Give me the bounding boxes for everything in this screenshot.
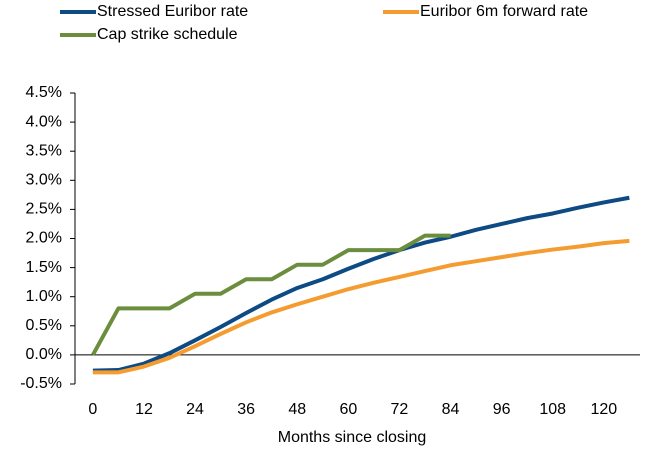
x-tick-label: 24 <box>186 401 204 418</box>
x-tick-label: 108 <box>539 401 566 418</box>
x-tick-label: 60 <box>339 401 357 418</box>
y-tick-label: 0.0% <box>26 346 62 363</box>
y-tick-label: 1.5% <box>26 259 62 276</box>
y-tick-label: 3.5% <box>26 142 62 159</box>
x-axis-title: Months since closing <box>278 429 427 446</box>
legend-label: Cap strike schedule <box>97 26 238 43</box>
x-tick-label: 96 <box>493 401 511 418</box>
legend-label: Euribor 6m forward rate <box>420 3 588 20</box>
y-tick-label: 1.0% <box>26 288 62 305</box>
series-line <box>92 238 630 375</box>
x-tick-label: 72 <box>391 401 409 418</box>
x-tick-label: 84 <box>442 401 460 418</box>
y-tick-label: 2.5% <box>26 201 62 218</box>
x-tick-label: 36 <box>237 401 255 418</box>
legend-label: Stressed Euribor rate <box>97 3 248 20</box>
y-tick-label: 4.0% <box>26 113 62 130</box>
y-tick-label: -0.5% <box>20 375 62 392</box>
series-line <box>91 233 451 356</box>
y-tick-label: 4.5% <box>26 84 62 101</box>
x-tick-label: 0 <box>88 401 97 418</box>
series-line <box>92 195 630 373</box>
y-tick-label: 3.0% <box>26 172 62 189</box>
x-tick-label: 120 <box>590 401 617 418</box>
y-tick-label: 0.5% <box>26 317 62 334</box>
x-tick-label: 12 <box>135 401 153 418</box>
x-tick-label: 48 <box>288 401 306 418</box>
y-tick-label: 2.0% <box>26 230 62 247</box>
